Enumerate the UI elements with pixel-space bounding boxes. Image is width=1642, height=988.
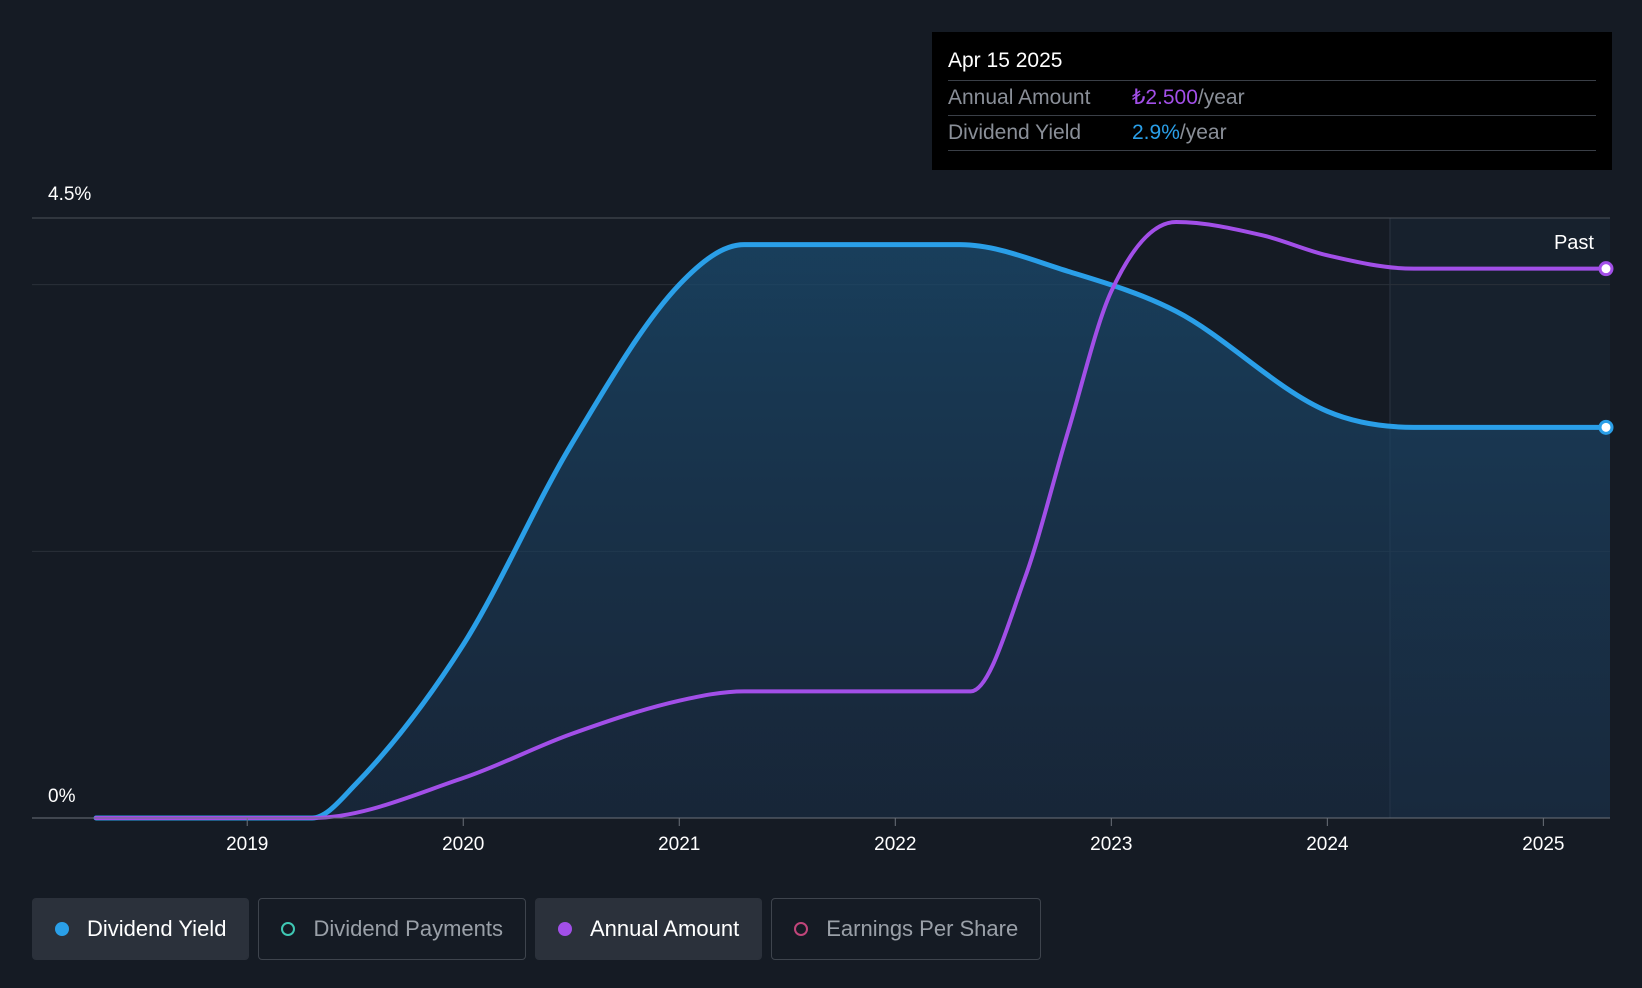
legend-label: Earnings Per Share: [826, 916, 1019, 941]
legend-ring-icon: [281, 922, 296, 936]
tooltip-date: Apr 15 2025: [948, 46, 1596, 81]
legend-label: Dividend Payments: [313, 916, 503, 941]
tooltip-label: Dividend Yield: [948, 121, 1082, 144]
tooltip-unit: /year: [1179, 121, 1227, 144]
tooltip-row-annual-amount: Annual Amount ₺2.500 /year: [948, 81, 1596, 116]
x-tick-label: 2019: [226, 834, 268, 855]
x-axis-ticks: 2019 2020 2021 2022 2023 2024 2025: [226, 818, 1564, 855]
chart-legend: Dividend Yield Dividend Payments Annual …: [32, 898, 1042, 960]
x-tick-label: 2024: [1306, 834, 1349, 855]
tooltip-value: 2.9%: [1132, 121, 1180, 144]
legend-earnings-per-share[interactable]: Earnings Per Share: [771, 898, 1042, 960]
legend-label: Dividend Yield: [87, 916, 227, 941]
annual-amount-line: [94, 219, 1608, 821]
tooltip-row-dividend-yield: Dividend Yield 2.9% /year: [948, 116, 1596, 151]
tooltip-unit: /year: [1197, 86, 1245, 109]
tooltip-label: Annual Amount: [948, 86, 1091, 109]
legend-annual-amount[interactable]: Annual Amount: [534, 898, 763, 960]
legend-ring-icon: [794, 922, 809, 936]
dividend-yield-end-marker[interactable]: [1598, 419, 1614, 435]
tooltip-value: ₺2.500: [1132, 86, 1198, 109]
x-tick-label: 2020: [442, 834, 484, 855]
y-axis-max-label: 4.5%: [48, 184, 91, 205]
x-tick-label: 2023: [1090, 834, 1132, 855]
annual-amount-end-marker[interactable]: [1598, 261, 1614, 277]
legend-dividend-yield[interactable]: Dividend Yield: [32, 898, 250, 960]
legend-label: Annual Amount: [589, 916, 740, 941]
x-tick-label: 2025: [1522, 834, 1564, 855]
dividend-yield-line: [93, 242, 1609, 821]
legend-dividend-payments[interactable]: Dividend Payments: [258, 898, 526, 960]
x-tick-label: 2022: [874, 834, 916, 855]
legend-dot-icon: [55, 922, 69, 936]
past-label: Past: [1554, 232, 1594, 254]
x-tick-label: 2021: [658, 834, 700, 855]
dividend-yield-area: [96, 244, 1610, 818]
legend-dot-icon: [557, 922, 572, 936]
y-axis-min-label: 0%: [48, 786, 76, 807]
chart-tooltip: Apr 15 2025 Annual Amount ₺2.500 /year D…: [932, 32, 1612, 170]
